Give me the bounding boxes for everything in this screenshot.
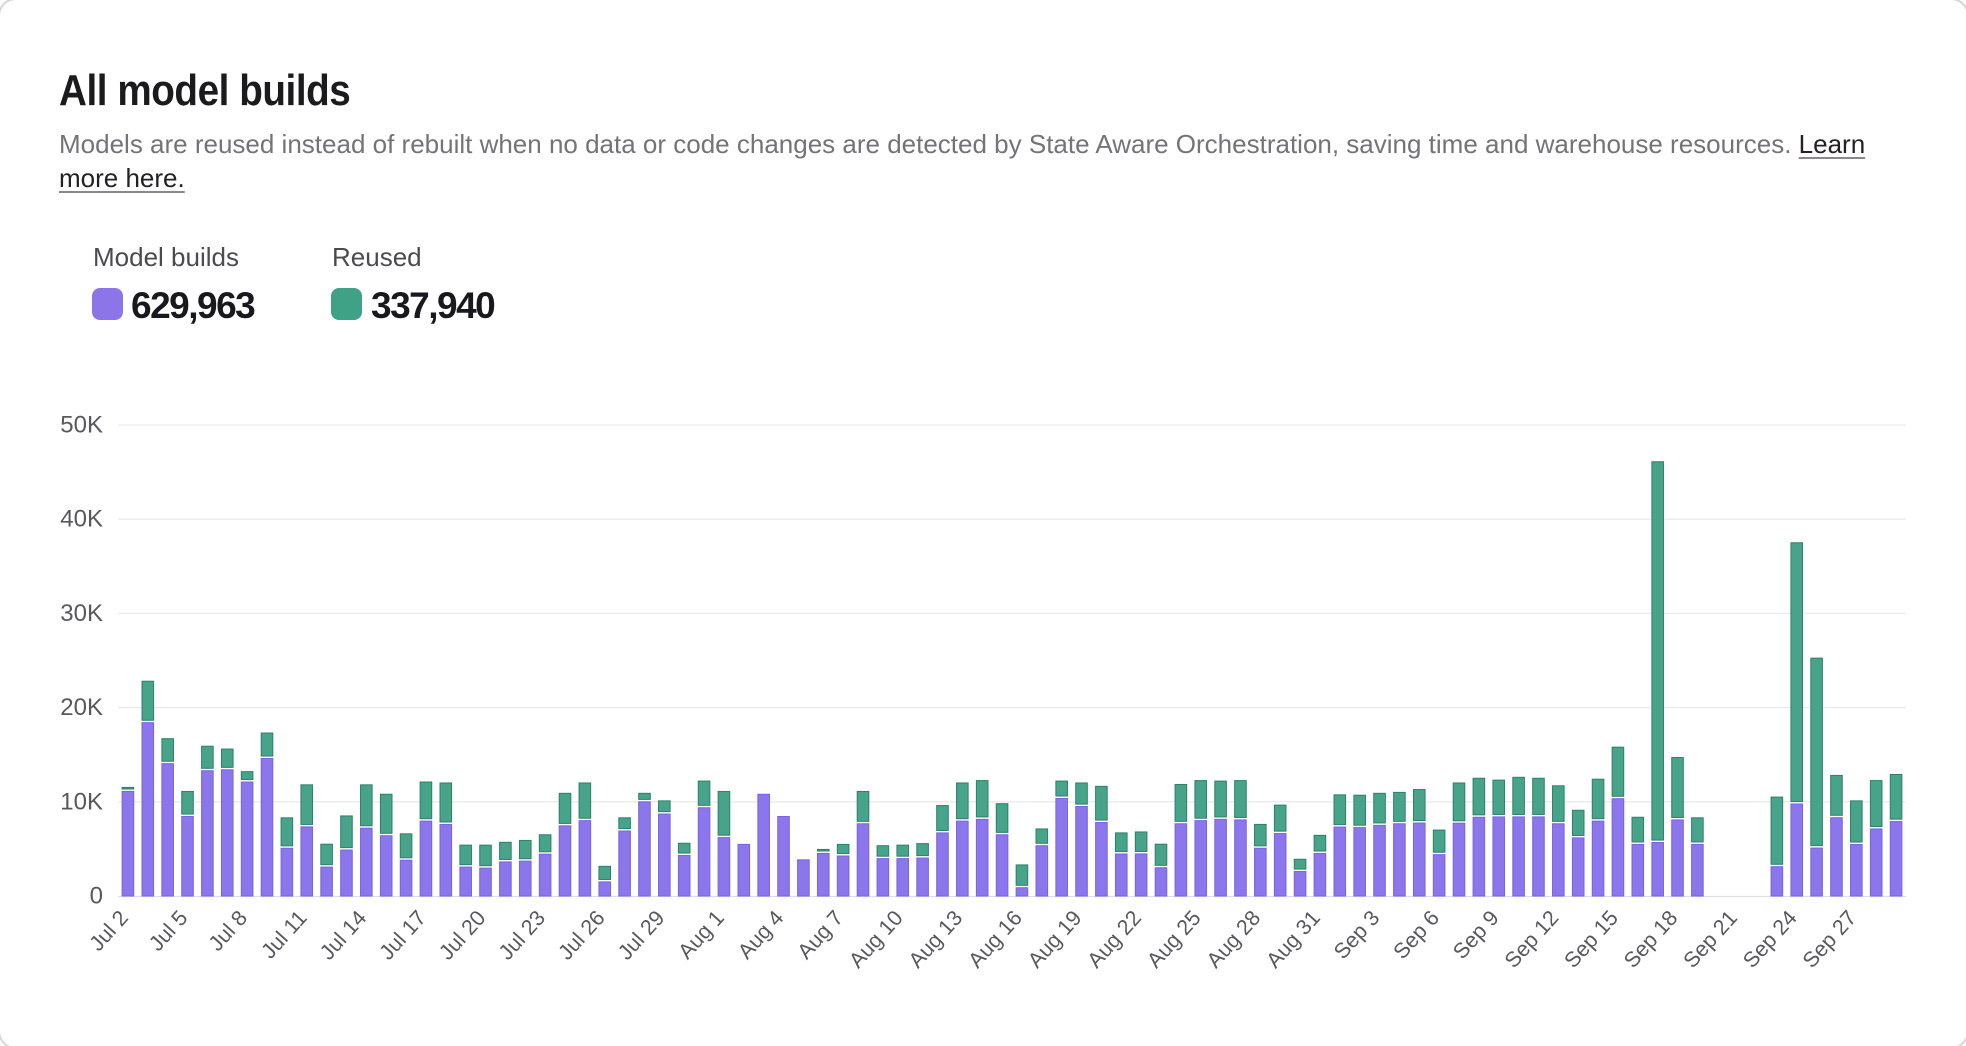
svg-text:Sep 18: Sep 18 — [1619, 906, 1682, 973]
svg-text:Jul 5: Jul 5 — [144, 906, 192, 956]
svg-text:Aug 13: Aug 13 — [904, 906, 967, 973]
svg-text:Sep 6: Sep 6 — [1389, 906, 1444, 964]
svg-text:Aug 1: Aug 1 — [673, 906, 728, 964]
svg-text:Aug 7: Aug 7 — [793, 906, 848, 964]
svg-text:Sep 3: Sep 3 — [1329, 906, 1384, 964]
svg-text:Sep 9: Sep 9 — [1448, 906, 1503, 964]
svg-text:Sep 12: Sep 12 — [1500, 906, 1563, 973]
svg-text:Sep 24: Sep 24 — [1738, 906, 1801, 973]
svg-text:Jul 8: Jul 8 — [204, 906, 252, 956]
svg-text:40K: 40K — [60, 506, 103, 533]
svg-text:Jul 29: Jul 29 — [613, 906, 669, 965]
svg-text:0: 0 — [90, 883, 103, 910]
svg-text:Jul 20: Jul 20 — [434, 906, 490, 965]
svg-text:Sep 15: Sep 15 — [1559, 906, 1622, 973]
svg-text:Aug 16: Aug 16 — [963, 906, 1026, 973]
svg-text:Sep 27: Sep 27 — [1798, 906, 1861, 973]
svg-text:30K: 30K — [60, 600, 103, 627]
svg-text:Aug 31: Aug 31 — [1261, 906, 1324, 973]
svg-text:Jul 17: Jul 17 — [375, 906, 431, 965]
svg-text:Jul 23: Jul 23 — [494, 906, 550, 965]
svg-text:Jul 2: Jul 2 — [85, 906, 133, 956]
svg-text:10K: 10K — [60, 788, 103, 815]
svg-text:Jul 11: Jul 11 — [257, 906, 312, 964]
svg-text:Aug 4: Aug 4 — [733, 906, 788, 964]
svg-text:Jul 26: Jul 26 — [553, 906, 609, 965]
svg-text:20K: 20K — [60, 694, 103, 721]
svg-text:Aug 25: Aug 25 — [1142, 906, 1205, 973]
svg-text:Sep 21: Sep 21 — [1679, 906, 1742, 973]
svg-text:Aug 28: Aug 28 — [1202, 906, 1265, 973]
svg-text:Aug 22: Aug 22 — [1083, 906, 1146, 973]
svg-text:50K: 50K — [60, 412, 103, 439]
svg-text:Jul 14: Jul 14 — [315, 906, 371, 965]
svg-text:Aug 10: Aug 10 — [844, 906, 907, 973]
svg-text:Aug 19: Aug 19 — [1023, 906, 1086, 973]
